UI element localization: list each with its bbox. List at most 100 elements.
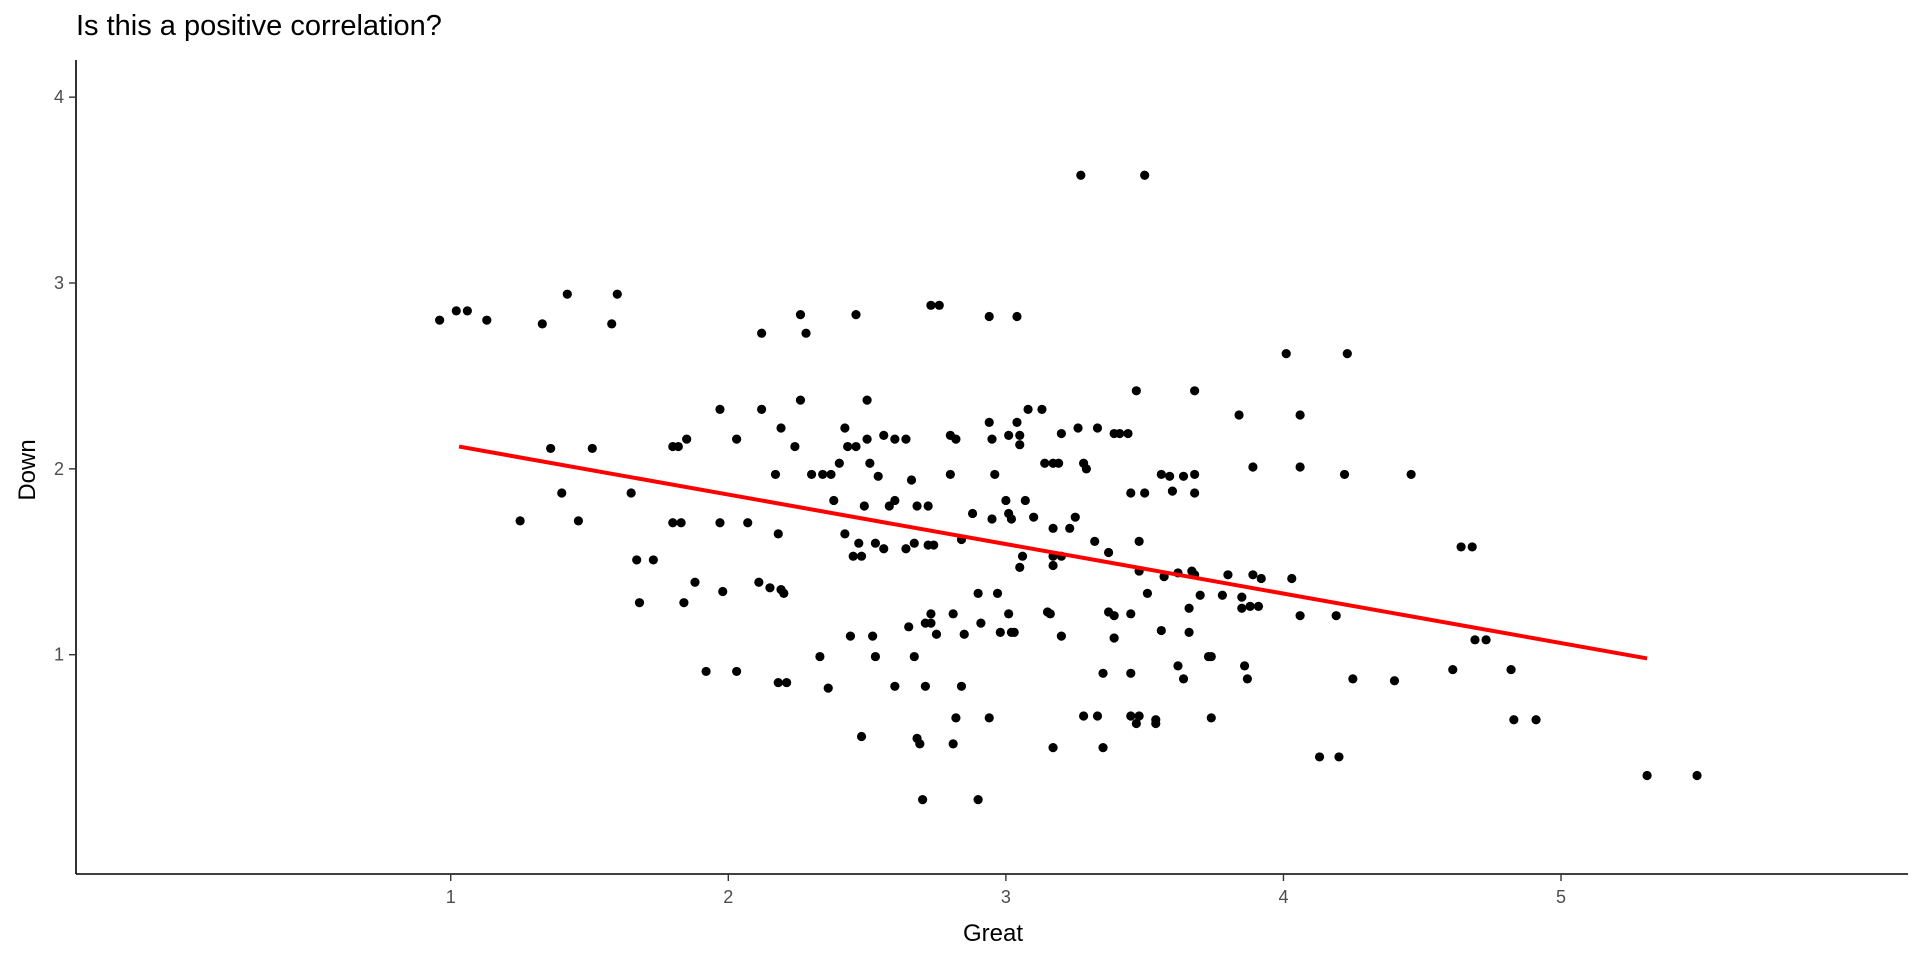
data-point (462, 306, 472, 316)
data-point (648, 555, 658, 565)
data-point (801, 328, 811, 338)
data-point (1206, 713, 1216, 723)
data-point (1134, 711, 1144, 721)
data-point (757, 328, 767, 338)
data-point (1223, 570, 1233, 580)
data-point (934, 300, 944, 310)
data-point (1506, 664, 1516, 675)
data-point (1048, 743, 1058, 753)
data-point (856, 731, 867, 742)
data-point (679, 598, 689, 608)
data-point (1242, 674, 1252, 684)
data-point (773, 677, 783, 688)
data-point (984, 311, 994, 322)
data-point (909, 538, 919, 548)
data-point (967, 508, 978, 519)
data-point (1178, 471, 1189, 481)
data-point (1140, 488, 1150, 498)
data-point (1348, 674, 1358, 684)
data-point (926, 300, 936, 310)
x-tick-label: 3 (1001, 887, 1011, 907)
data-point (515, 516, 525, 526)
data-point (1142, 588, 1153, 598)
data-point (851, 310, 861, 320)
data-point (1184, 603, 1194, 613)
data-point (1173, 661, 1183, 671)
data-point (1334, 752, 1344, 762)
data-point (992, 588, 1003, 598)
data-point (879, 544, 889, 554)
data-point (573, 516, 584, 526)
data-point (926, 609, 936, 619)
data-point (482, 315, 492, 325)
data-point (451, 306, 461, 316)
regression-line (458, 444, 1648, 661)
data-point (1295, 611, 1305, 621)
data-point (851, 441, 861, 452)
data-point (834, 458, 844, 468)
data-point (1167, 486, 1178, 496)
x-axis-title: Great (963, 920, 1023, 947)
data-point (1048, 523, 1058, 533)
data-point (715, 404, 725, 414)
data-point (1109, 611, 1119, 621)
data-points (435, 170, 1702, 805)
data-point (587, 443, 597, 454)
data-point (884, 501, 894, 511)
data-point (1531, 715, 1541, 725)
data-point (973, 795, 983, 805)
data-point (1056, 428, 1066, 439)
data-point (1156, 469, 1166, 480)
data-point (1126, 488, 1136, 498)
data-point (901, 544, 911, 554)
data-point (1248, 570, 1258, 580)
data-point (1237, 603, 1247, 613)
data-point (948, 609, 958, 619)
data-point (918, 795, 928, 805)
data-point (1190, 469, 1200, 480)
data-point (948, 739, 958, 749)
data-point (607, 319, 617, 329)
data-point (1109, 633, 1119, 643)
data-point (715, 518, 725, 528)
data-point (1073, 423, 1083, 433)
data-point (1006, 514, 1017, 524)
data-point (676, 518, 686, 528)
data-point (1079, 711, 1089, 721)
data-point (1040, 458, 1050, 468)
data-point (1178, 674, 1189, 684)
data-point (856, 551, 867, 561)
data-point (557, 488, 567, 498)
data-point (1081, 464, 1091, 474)
data-point (823, 683, 833, 693)
data-point (987, 434, 997, 444)
data-point (973, 588, 983, 598)
data-point (1389, 676, 1400, 686)
data-point (632, 555, 642, 565)
data-point (1342, 349, 1352, 359)
data-point (879, 430, 889, 441)
data-point (1090, 536, 1100, 546)
data-point (826, 469, 836, 480)
data-point (1217, 590, 1227, 600)
data-point (612, 289, 622, 299)
data-point (845, 631, 856, 641)
data-point (765, 583, 775, 593)
data-point (1092, 711, 1103, 721)
data-point (815, 651, 825, 662)
data-point (862, 434, 872, 444)
data-point (1295, 462, 1305, 472)
data-point (1190, 386, 1200, 396)
data-point (909, 651, 919, 662)
data-point (1126, 609, 1136, 619)
data-point (1456, 542, 1466, 552)
data-point (1126, 711, 1136, 721)
data-point (1001, 495, 1011, 506)
data-point (718, 586, 728, 597)
data-point (626, 488, 636, 498)
data-point (854, 538, 864, 548)
data-point (1045, 609, 1055, 619)
data-point (1234, 410, 1244, 420)
data-point (1015, 430, 1025, 441)
data-point (1115, 428, 1125, 439)
